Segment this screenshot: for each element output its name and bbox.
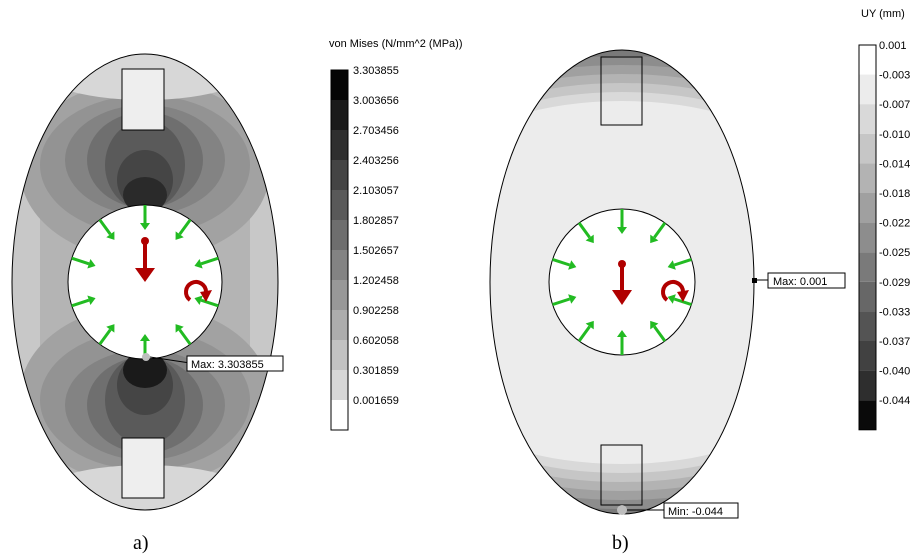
legend-b-swatch (859, 281, 876, 312)
legend-a-value: 3.003656 (353, 95, 399, 107)
legend-a-value: 0.001659 (353, 395, 399, 407)
legend-b-value: -0.037 (879, 336, 910, 348)
legend-b-swatch (859, 341, 876, 371)
caption-a: a) (133, 532, 149, 554)
legend-b-swatch (859, 311, 876, 341)
legend-a-swatch (331, 70, 348, 100)
probe-min-label-b: Min: -0.044 (668, 506, 723, 518)
legend-a-value: 3.303855 (353, 65, 399, 77)
legend-b-value: -0.040 (879, 366, 910, 378)
bottom-slot-a (121, 437, 165, 499)
legend-b-swatch (859, 222, 876, 253)
probe-label-a: Max: 3.303855 (191, 359, 264, 371)
legend-b: 0.001 -0.003 -0.007 -0.010 -0.014 -0.018 -0.02… (858, 40, 910, 431)
legend-b-swatch (859, 74, 876, 105)
legend-b-value: 0.001 (879, 40, 907, 52)
legend-a-swatch (331, 280, 348, 310)
legend-b-swatch (859, 133, 876, 164)
legend-b-swatch (859, 252, 876, 282)
legend-a-value: 2.703456 (353, 125, 399, 137)
legend-a-value: 1.202458 (353, 275, 399, 287)
legend-a-value: 2.103057 (353, 185, 399, 197)
legend-title-b: UY (mm) (861, 8, 905, 20)
legend-b-value: -0.003 (879, 70, 910, 82)
legend-b-value: -0.044 (879, 395, 910, 407)
legend-a-swatch (331, 400, 348, 430)
load-arrow-b (612, 260, 632, 305)
legend-a-value: 2.403256 (353, 155, 399, 167)
legend-b-swatch (859, 400, 876, 430)
panel-b: Max: 0.001 Min: -0.044 UY (mm) 0.001 -0.0… (489, 8, 910, 554)
legend-a-swatch (331, 340, 348, 370)
probe-marker-a (142, 353, 150, 361)
moment-icon-b (661, 280, 689, 302)
legend-b-swatch (859, 163, 876, 193)
legend-a-swatch (331, 130, 348, 160)
legend-a-value: 0.301859 (353, 365, 399, 377)
legend-b-swatch (859, 45, 876, 75)
probe-min-box-b (663, 502, 739, 519)
legend-b-value: -0.033 (879, 306, 910, 318)
legend-b-swatch (859, 370, 876, 401)
plate-outline-a (11, 53, 279, 511)
probe-box-a (186, 355, 284, 372)
pressure-arrows-b (552, 209, 692, 355)
probe-marker-min-b (617, 505, 627, 515)
top-slot-b (600, 56, 643, 126)
legend-a-swatch (331, 160, 348, 190)
caption-b: b) (612, 532, 629, 554)
legend-b-value: -0.022 (879, 218, 910, 230)
bottom-slot-b (600, 444, 643, 506)
moment-icon-a (184, 280, 212, 302)
legend-a-swatch (331, 220, 348, 250)
legend-a-swatch (331, 100, 348, 130)
legend-a-value: 1.502657 (353, 245, 399, 257)
legend-a-value: 1.802857 (353, 215, 399, 227)
legend-a-swatch (331, 250, 348, 280)
probe-max-label-b: Max: 0.001 (773, 276, 827, 288)
legend-b-value: -0.018 (879, 188, 910, 200)
legend-b-value: -0.010 (879, 129, 910, 141)
legend-b-swatch (859, 104, 876, 134)
legend-b-value: -0.007 (879, 99, 910, 111)
legend-a-swatch (331, 310, 348, 340)
legend-b-swatch (859, 193, 876, 223)
legend-b-value: -0.029 (879, 277, 910, 289)
legend-a-swatch (331, 190, 348, 220)
legend-b-value: -0.025 (879, 247, 910, 259)
probe-marker-max-b (752, 278, 757, 283)
load-arrow-a (135, 237, 155, 282)
probe-max-box-b (767, 272, 846, 289)
top-slot-a (121, 68, 165, 131)
legend-a-value: 0.902258 (353, 305, 399, 317)
stress-contour-a (12, 54, 278, 510)
legend-a: 3.303855 3.003656 2.703456 2.403256 2.103057… (330, 65, 399, 431)
legend-a-swatch (331, 370, 348, 400)
pressure-arrows-a (71, 205, 219, 359)
panel-a: Max: 3.303855 von Mises (N/mm^2 (MPa)) 3… (11, 38, 463, 554)
legend-a-value: 0.602058 (353, 335, 399, 347)
legend-b-value: -0.014 (879, 158, 910, 170)
legend-title-a: von Mises (N/mm^2 (MPa)) (329, 38, 463, 50)
